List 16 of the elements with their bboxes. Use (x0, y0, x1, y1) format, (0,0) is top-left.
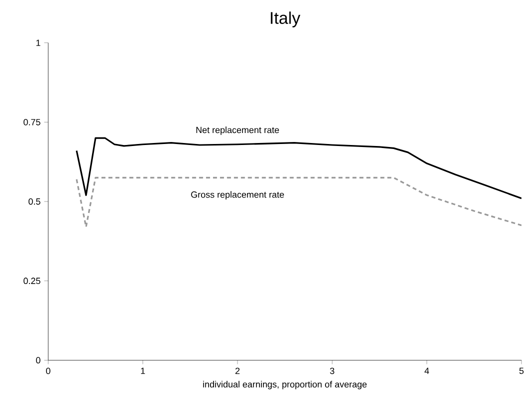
line-series (76, 137, 522, 200)
series-label: Gross replacement rate (191, 191, 284, 200)
x-tick-label: 1 (141, 368, 145, 374)
x-axis-title: individual earnings, proportion of average (203, 380, 367, 390)
series-label: Net replacement rate (196, 126, 279, 135)
chart-title: Italy (270, 12, 300, 28)
x-tick-label: 4 (424, 368, 430, 374)
y-tick-label: 0.5 (28, 198, 40, 205)
y-tick-label: 0.25 (24, 278, 40, 284)
x-tick-label: 5 (519, 368, 524, 374)
y-tick-label: 0 (36, 357, 40, 364)
y-tick-label: 0.75 (24, 118, 40, 126)
x-tick-label: 2 (235, 368, 240, 374)
x-tick-label: 0 (46, 368, 50, 374)
x-tick-label: 3 (330, 368, 334, 374)
y-tick-label: 1 (36, 40, 40, 46)
